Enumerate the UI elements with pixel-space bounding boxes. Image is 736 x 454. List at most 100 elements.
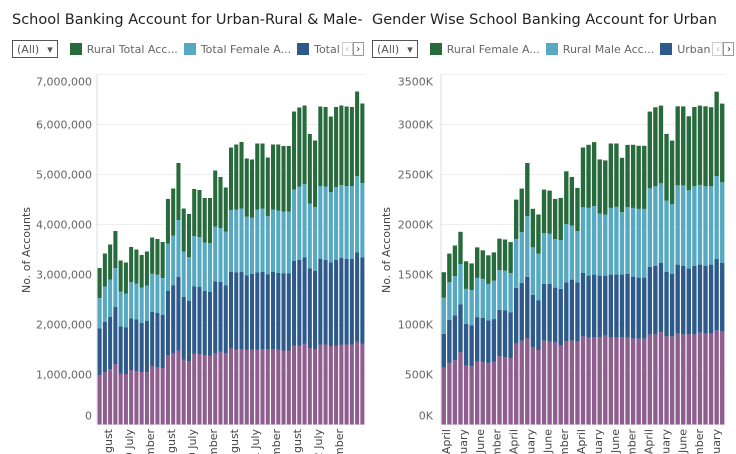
bar-segment <box>463 261 469 289</box>
bar-segment <box>513 343 519 425</box>
chart-title: Gender Wise School Banking Account for U… <box>372 12 717 28</box>
bar-segment <box>113 268 118 307</box>
x-tick-label: ugust <box>165 428 178 454</box>
bar-segment <box>703 333 708 425</box>
legend-item[interactable]: Total Female A... <box>183 43 291 56</box>
bar-segment <box>558 345 563 425</box>
bar-segment <box>249 217 255 274</box>
bar-segment <box>202 355 207 425</box>
scroll-right-icon[interactable]: › <box>352 42 364 56</box>
bar-segment <box>508 242 513 273</box>
filter-dropdown[interactable]: (All) ▾ <box>372 40 418 58</box>
bar-segment <box>630 338 636 425</box>
bar-segment <box>339 105 344 185</box>
bar-segment <box>286 211 291 274</box>
bar-segment <box>547 233 552 284</box>
legend-item[interactable]: Total <box>297 43 340 56</box>
bar-segment <box>625 207 630 274</box>
bar-segment <box>281 146 286 212</box>
legend: (All) ▾ Rural Total Acc... Total Female A… <box>12 40 364 58</box>
bar-segment <box>703 106 708 187</box>
legend-item[interactable]: Urban <box>660 43 710 56</box>
bar-segment <box>260 272 265 349</box>
bar-segment <box>165 199 170 244</box>
bar-segment <box>552 342 558 425</box>
bar-segment <box>491 319 497 362</box>
bar-segment <box>586 275 591 338</box>
bar-segment <box>569 340 575 425</box>
legend-item[interactable]: Rural Female A... <box>429 42 540 56</box>
scroll-right-icon[interactable]: › <box>723 42 735 56</box>
bar-segment <box>636 208 641 278</box>
bar-segment <box>302 105 307 184</box>
bar-segment <box>176 277 181 351</box>
bar-segment <box>355 252 360 342</box>
scroll-left-icon[interactable]: ‹ <box>712 42 724 56</box>
bar-segment <box>202 198 207 243</box>
legend-label: Rural Female A... <box>446 42 540 56</box>
x-tick-label: mber <box>270 429 283 454</box>
bar-segment <box>452 360 458 425</box>
y-tick-label: 3,000,000 <box>36 269 92 282</box>
bar-segment <box>160 315 165 368</box>
bar-segment <box>239 142 244 209</box>
bar-segment <box>260 143 265 209</box>
bar-segment <box>360 103 365 183</box>
bar-segment <box>302 184 307 258</box>
bar-segment <box>647 266 653 335</box>
legend-label: Total <box>314 42 340 56</box>
bar-segment <box>669 336 675 425</box>
bar-segment <box>271 209 276 272</box>
bar-segment <box>102 372 107 425</box>
legend-item[interactable]: Rural Total Acc... <box>69 43 178 56</box>
filter-value: (All) <box>377 42 400 56</box>
bar-segment <box>292 345 297 425</box>
bar-segment <box>580 207 586 273</box>
bar-segment <box>720 182 725 263</box>
y-tick-label: 500K <box>405 369 434 382</box>
filter-dropdown[interactable]: (All) ▾ <box>12 40 58 58</box>
bar-segment <box>181 208 186 252</box>
bar-segment <box>708 333 714 425</box>
bar-segment <box>302 343 307 425</box>
bar-segment <box>328 116 333 192</box>
x-axis-labels: April ruary June mber April ruary June mber Apri… <box>440 429 723 454</box>
bar-segment <box>447 319 452 363</box>
bar-segment <box>708 107 714 187</box>
bar-segment <box>586 144 591 208</box>
scroll-left-icon[interactable]: ‹ <box>341 42 353 56</box>
bar-segment <box>265 349 270 425</box>
bar-segment <box>664 336 669 425</box>
bar-segment <box>139 323 144 372</box>
bar-segment <box>244 158 249 217</box>
bar-segment <box>681 334 686 425</box>
bar-segment <box>480 317 485 362</box>
bar-segment <box>313 207 318 271</box>
bar-segment <box>228 348 234 425</box>
bar-segment <box>134 249 139 284</box>
bar-segment <box>552 287 558 343</box>
bar-segment <box>513 287 519 344</box>
x-tick-label: mber <box>491 429 504 454</box>
bar-segment <box>636 277 641 339</box>
bar-segment <box>218 351 223 425</box>
bar-segment <box>591 274 597 338</box>
bar-segment <box>619 157 625 213</box>
legend-label: Urban <box>677 42 711 56</box>
bar-segment <box>276 144 281 211</box>
legend-item[interactable]: Rural Male Acc... <box>545 43 654 56</box>
bar-segment <box>458 264 463 305</box>
x-tick-label: 2 July <box>312 429 325 454</box>
bar-segment <box>502 270 508 311</box>
bar-segment <box>202 291 207 355</box>
bar-segment <box>497 309 502 356</box>
bar-segment <box>134 319 139 371</box>
y-tick-label: 0K <box>419 410 434 423</box>
bar-segment <box>597 159 602 214</box>
bar-segment <box>675 264 680 334</box>
bar-segment <box>458 352 463 425</box>
bar-segment <box>286 273 291 351</box>
bar-segment <box>181 359 186 425</box>
bar-segment <box>297 345 302 425</box>
bar-segment <box>223 187 228 232</box>
